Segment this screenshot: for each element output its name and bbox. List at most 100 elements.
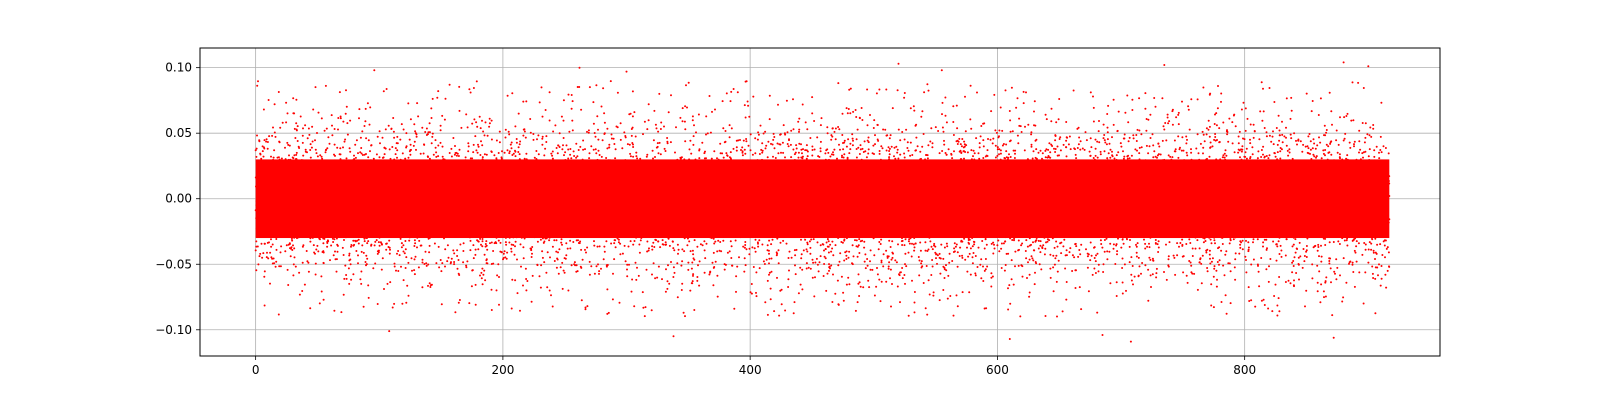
data-point — [353, 243, 356, 246]
data-point — [878, 88, 881, 91]
data-point — [1006, 158, 1009, 161]
data-point — [1054, 139, 1057, 142]
data-point — [319, 183, 322, 186]
data-point — [1046, 207, 1049, 210]
data-point — [1143, 171, 1146, 174]
data-point — [979, 185, 982, 188]
data-point — [657, 240, 660, 243]
data-point — [1101, 211, 1104, 214]
data-point — [734, 239, 737, 242]
data-point — [316, 169, 318, 172]
data-point — [624, 260, 627, 263]
data-point — [453, 263, 456, 266]
data-point — [1214, 242, 1216, 245]
data-point — [1033, 211, 1036, 214]
data-point — [628, 263, 630, 266]
data-point — [606, 127, 609, 130]
data-point — [1077, 228, 1080, 231]
data-point — [798, 117, 801, 120]
data-point — [765, 206, 768, 209]
data-point — [1357, 217, 1360, 219]
data-point — [1218, 167, 1221, 170]
data-point — [1236, 174, 1239, 177]
data-point — [719, 216, 722, 219]
data-point — [505, 170, 508, 172]
data-point — [724, 130, 727, 132]
data-point — [1363, 242, 1366, 244]
data-point — [1005, 156, 1008, 159]
data-point — [1262, 201, 1265, 204]
data-point — [1128, 229, 1131, 232]
data-point — [1170, 185, 1173, 188]
data-point — [1290, 179, 1293, 182]
data-point — [1257, 150, 1260, 153]
data-point — [883, 219, 886, 222]
data-point — [534, 232, 537, 235]
data-point — [947, 184, 950, 186]
data-point — [734, 174, 737, 177]
data-point — [1186, 138, 1188, 141]
data-point — [719, 206, 722, 208]
data-point — [886, 256, 889, 259]
data-point — [758, 267, 761, 270]
data-point — [492, 200, 495, 203]
data-point — [1041, 170, 1044, 173]
data-point — [1325, 214, 1328, 217]
data-point — [1120, 246, 1123, 249]
data-point — [968, 291, 971, 294]
data-point — [1126, 207, 1129, 210]
data-point — [683, 158, 686, 161]
data-point — [792, 214, 795, 217]
data-point — [1250, 210, 1253, 213]
data-point — [1166, 160, 1169, 163]
data-point — [927, 248, 930, 251]
data-point — [896, 285, 899, 288]
data-point — [282, 192, 285, 195]
data-point — [938, 218, 941, 221]
data-point — [797, 156, 800, 159]
data-point — [272, 230, 275, 233]
data-point — [1246, 220, 1249, 223]
data-point — [341, 235, 344, 238]
data-point — [524, 215, 527, 218]
data-point — [522, 187, 525, 190]
data-point — [624, 159, 627, 162]
data-point — [1305, 256, 1308, 258]
data-point — [799, 184, 801, 187]
data-point — [458, 109, 461, 112]
data-point — [1055, 254, 1058, 257]
data-point — [262, 108, 265, 111]
data-point — [850, 175, 853, 178]
data-point — [968, 229, 971, 232]
data-point — [1255, 191, 1258, 194]
data-point — [998, 250, 1001, 253]
data-point — [608, 197, 611, 200]
data-point — [556, 220, 559, 223]
data-point — [1284, 228, 1287, 230]
data-point — [837, 191, 840, 194]
data-point — [323, 214, 326, 217]
data-point — [854, 239, 856, 242]
data-point — [448, 173, 451, 176]
data-point — [1034, 202, 1036, 205]
data-point — [1137, 164, 1140, 167]
data-point — [412, 167, 415, 169]
data-point — [1204, 190, 1207, 193]
data-point — [699, 164, 701, 167]
data-point — [413, 258, 416, 261]
data-point — [457, 259, 460, 261]
data-point — [1159, 221, 1162, 224]
data-point — [552, 223, 555, 226]
data-point — [1068, 189, 1071, 192]
data-point — [512, 217, 515, 220]
data-point — [1056, 145, 1059, 148]
data-point — [1112, 243, 1115, 246]
data-point — [870, 224, 873, 227]
data-point — [701, 160, 704, 163]
data-point — [1254, 167, 1256, 170]
data-point — [738, 210, 741, 212]
data-point — [1124, 207, 1127, 210]
data-point — [786, 143, 789, 145]
data-point — [891, 283, 893, 285]
data-point — [1275, 127, 1278, 129]
